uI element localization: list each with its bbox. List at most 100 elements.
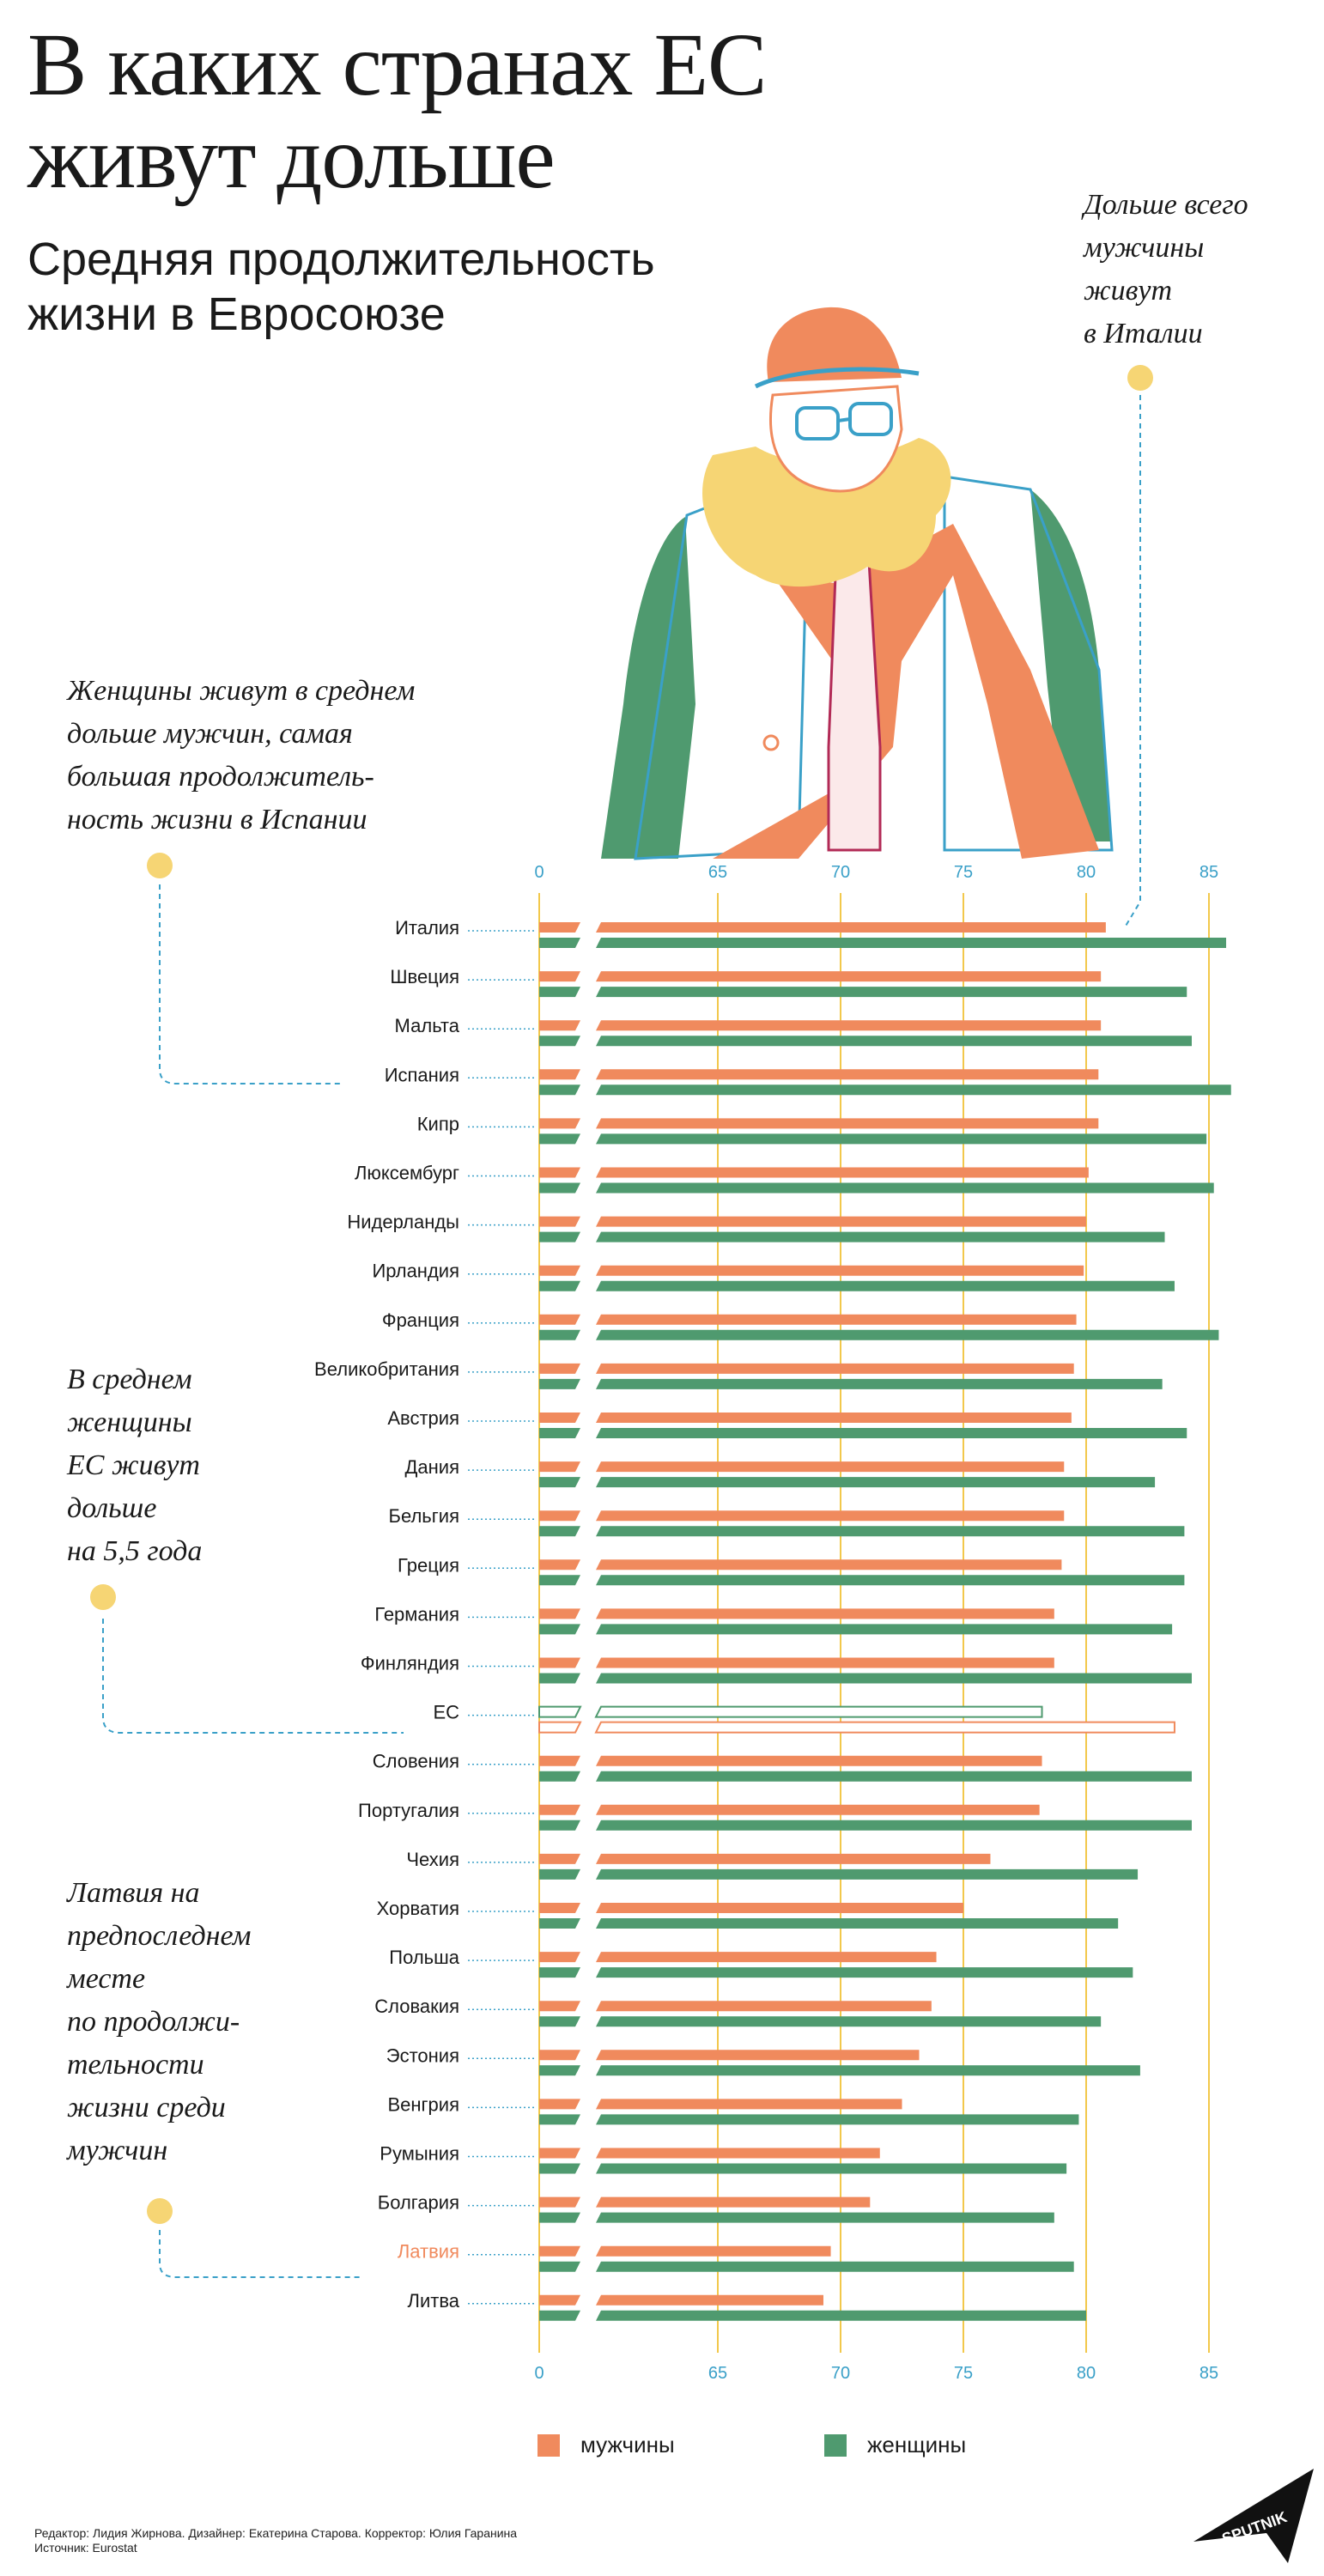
legend-item-women: женщины bbox=[824, 2432, 966, 2458]
life-expectancy-chart: 0 0 65 65 70 70 75 75 80 80 85 85 Италия Швеция Мальта… bbox=[90, 365, 1231, 2383]
legend-label-men: мужчины bbox=[580, 2432, 675, 2458]
bar-men bbox=[596, 1461, 1065, 1473]
bar-stub-men bbox=[539, 2099, 580, 2110]
axis-tick-label-top: 65 bbox=[708, 863, 727, 882]
category-label: Нидерланды bbox=[347, 1212, 459, 1233]
bar-stub-women bbox=[539, 1378, 580, 1389]
connector-eu bbox=[102, 1619, 404, 1734]
bar-stub-men bbox=[539, 1069, 580, 1080]
bar-stub-women bbox=[539, 1820, 580, 1831]
note-italy: Дольше всего мужчины живут в Италии bbox=[1084, 184, 1307, 355]
connector-latvia bbox=[159, 2230, 361, 2278]
bar-stub-men bbox=[539, 1903, 580, 1913]
note-line: Дольше всего bbox=[1084, 189, 1248, 221]
bar-stub-women bbox=[539, 2261, 580, 2272]
note-line: предпоследнем bbox=[67, 1920, 252, 1952]
category-label: Испания bbox=[385, 1064, 459, 1085]
category-label: Мальта bbox=[395, 1015, 460, 1036]
category-label: Ирландия bbox=[372, 1261, 459, 1282]
bar-women bbox=[596, 1868, 1139, 1880]
axis-tick-label-top: 70 bbox=[831, 863, 850, 882]
bar-women bbox=[596, 1133, 1207, 1145]
bar-men bbox=[596, 2050, 920, 2061]
bar-stub-women bbox=[539, 1084, 580, 1096]
bar-men bbox=[596, 2148, 880, 2159]
category-label: Бельгия bbox=[389, 1505, 459, 1527]
note-line: живут bbox=[1084, 275, 1173, 307]
note-line: по продолжи- bbox=[67, 2006, 240, 2038]
annotation-dot-spain bbox=[147, 853, 173, 878]
bar-stub-men bbox=[539, 1510, 580, 1522]
bar-stub-men bbox=[538, 1705, 582, 1718]
bar-men bbox=[596, 1804, 1040, 1815]
note-line: дольше мужчин, самая bbox=[67, 718, 353, 750]
note-line: тельности bbox=[67, 2049, 204, 2081]
bar-stub-women bbox=[539, 2114, 580, 2125]
bar-stub-women bbox=[539, 1133, 580, 1145]
category-label: Австрия bbox=[387, 1407, 459, 1429]
bar-men bbox=[596, 1510, 1065, 1522]
bar-men bbox=[596, 1952, 937, 1963]
bar-women bbox=[596, 2163, 1067, 2174]
bar-men bbox=[596, 2245, 831, 2257]
legend-swatch-women bbox=[824, 2433, 847, 2457]
axis-tick-label-bottom: 75 bbox=[954, 2364, 973, 2383]
note-eu: В среднем женщины ЕС живут дольше на 5,5… bbox=[67, 1358, 325, 1573]
bar-stub-women bbox=[538, 1721, 582, 1734]
connector-spain bbox=[159, 884, 343, 1084]
axis-tick-label-top: 85 bbox=[1199, 863, 1218, 882]
axis-tick-label-bottom: 80 bbox=[1077, 2364, 1096, 2383]
note-line: ЕС живут bbox=[67, 1449, 200, 1481]
bar-men bbox=[596, 1755, 1042, 1766]
bar-stub-men bbox=[539, 971, 580, 982]
category-label: Финляндия bbox=[361, 1653, 459, 1674]
bar-stub-women bbox=[539, 938, 580, 948]
category-label: Хорватия bbox=[377, 1898, 459, 1919]
credits-line-2: Источник: Eurostat bbox=[34, 2541, 137, 2555]
bar-women bbox=[596, 1329, 1219, 1340]
bar-women bbox=[596, 1771, 1192, 1782]
bar-stub-women bbox=[539, 1428, 580, 1438]
note-line: месте bbox=[67, 1963, 146, 1995]
bar-men bbox=[596, 2294, 823, 2306]
bar-women bbox=[596, 1575, 1185, 1586]
legend-item-men: мужчины bbox=[537, 2432, 675, 2458]
note-line: Латвия на bbox=[67, 1877, 200, 1909]
title-line-2: живут дольше bbox=[27, 108, 556, 207]
bar-stub-women bbox=[539, 1967, 580, 1978]
category-label: Болгария bbox=[378, 2192, 459, 2214]
axis-tick-label-top: 0 bbox=[534, 863, 544, 882]
category-label: Польша bbox=[389, 1947, 460, 1968]
bar-stub-men bbox=[539, 1216, 580, 1227]
bar-women bbox=[596, 1624, 1173, 1635]
bar-women bbox=[596, 2310, 1086, 2321]
bar-stub-women bbox=[539, 1673, 580, 1684]
note-line: дольше bbox=[67, 1492, 157, 1524]
credits: Редактор: Лидия Жирнова. Дизайнер: Екате… bbox=[34, 2526, 517, 2555]
category-label: Франция bbox=[382, 1309, 459, 1331]
bar-women bbox=[596, 1820, 1192, 1831]
elderly-man-illustration bbox=[601, 307, 1114, 860]
bar-women bbox=[596, 1967, 1133, 1978]
bar-women bbox=[596, 1084, 1231, 1096]
bar-women bbox=[596, 1526, 1185, 1537]
bar-men bbox=[596, 1118, 1099, 1129]
note-line: ность жизни в Испании bbox=[67, 804, 367, 835]
bar-women bbox=[596, 1231, 1165, 1242]
bar-stub-women bbox=[539, 1329, 580, 1340]
bar-men bbox=[596, 2001, 932, 2012]
category-label: Венгрия bbox=[387, 2093, 459, 2115]
bar-women bbox=[596, 2114, 1079, 2125]
bar-stub-men bbox=[539, 1559, 580, 1571]
bar-women bbox=[596, 2016, 1102, 2027]
bar-stub-women bbox=[539, 1868, 580, 1880]
bar-stub-men bbox=[539, 1952, 580, 1963]
bar-women bbox=[596, 1918, 1119, 1929]
note-spain: Женщины живут в среднем дольше мужчин, с… bbox=[67, 670, 513, 841]
bar-women bbox=[596, 1036, 1192, 1047]
bar-stub-men bbox=[539, 1657, 580, 1668]
note-line: большая продолжитель- bbox=[67, 761, 374, 793]
category-label: Чехия bbox=[406, 1849, 459, 1870]
category-label: Германия bbox=[374, 1603, 459, 1625]
bar-stub-women bbox=[539, 1771, 580, 1782]
